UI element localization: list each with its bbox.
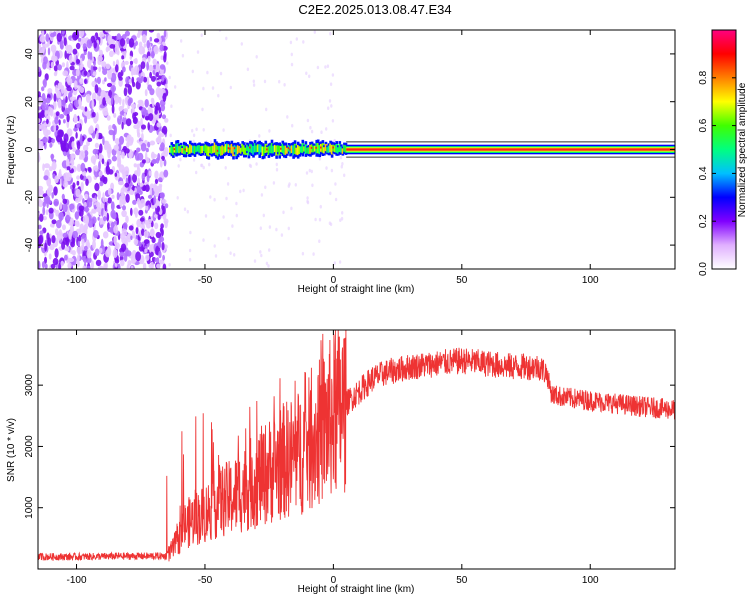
spectrogram-x-tick-label: 0 — [331, 275, 337, 286]
spectrogram-x-tick-label: -100 — [67, 275, 87, 286]
spectrogram-y-tick-label: 20 — [24, 96, 35, 108]
colorbar-tick-label: 0.4 — [698, 166, 709, 180]
spectrogram-x-tick-label: 100 — [582, 275, 599, 286]
colorbar: 0.0 0.2 0.4 0.6 0.8 Normalized spectral ampl… — [698, 29, 748, 276]
snr-x-tick-label: 50 — [456, 575, 468, 586]
page-title: C2E2.2025.013.08.47.E34 — [298, 2, 452, 17]
spectrogram-panel: -100 -50 0 50 100 -40 -20 0 20 40 Height of strai… — [6, 29, 676, 295]
snr-series-line — [38, 330, 675, 562]
snr-x-tick-label: -50 — [198, 575, 213, 586]
colorbar-tick-label: 0.6 — [698, 118, 709, 132]
snr-y-axis-label: SNR (10 * v/v) — [6, 418, 17, 482]
snr-x-tick-label: -100 — [67, 575, 87, 586]
colorbar-tick-label: 0.2 — [698, 214, 709, 228]
signal-steady-band — [346, 141, 675, 158]
snr-y-tick-label: 1000 — [24, 496, 35, 519]
snr-x-tick-label: 100 — [582, 575, 599, 586]
spectrogram-y-axis-label: Frequency (Hz) — [6, 116, 17, 185]
noise-region — [38, 30, 346, 269]
spectrogram-x-tick-label: 50 — [456, 275, 468, 286]
snr-y-tick-label: 3000 — [24, 374, 35, 397]
spectrogram-x-tick-label: -50 — [198, 275, 213, 286]
spectrogram-y-tick-label: 0 — [24, 146, 35, 152]
snr-y-tick-label: 2000 — [24, 435, 35, 458]
colorbar-tick-label: 0.0 — [698, 262, 709, 276]
spectrogram-y-tick-label: -20 — [24, 190, 35, 205]
spectrogram-y-tick-label: 40 — [24, 48, 35, 60]
colorbar-tick-label: 0.8 — [698, 70, 709, 84]
spectrogram-y-tick-label: -40 — [24, 237, 35, 252]
spectrogram-x-axis-label: Height of straight line (km) — [298, 284, 415, 295]
snr-x-axis-label: Height of straight line (km) — [298, 584, 415, 595]
signal-start-band — [169, 139, 348, 160]
snr-panel: -100 -50 0 50 100 1000 2000 3000 Height of stra… — [6, 329, 676, 595]
colorbar-label: Normalized spectral amplitude — [737, 82, 748, 217]
snr-x-tick-label: 0 — [331, 575, 337, 586]
